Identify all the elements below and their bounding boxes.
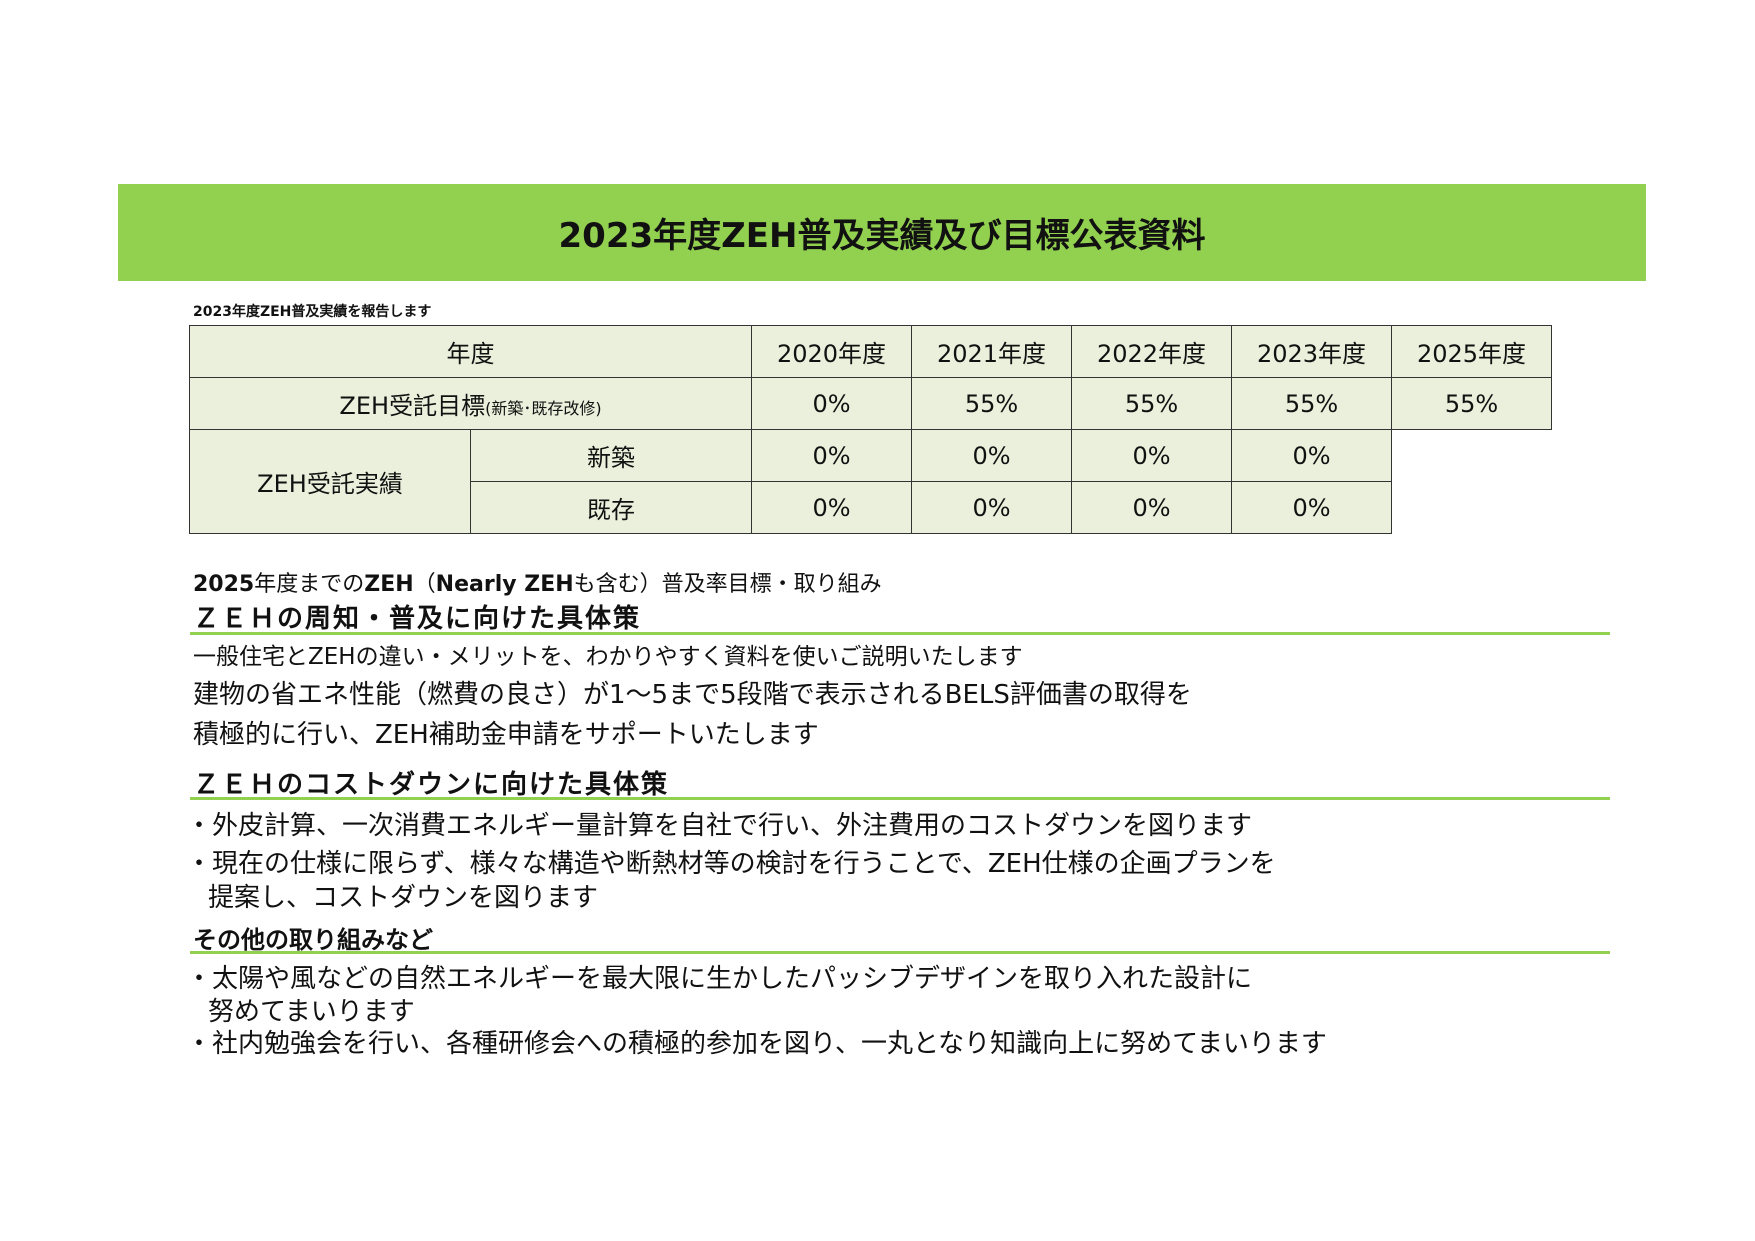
results-value-cell: 0%: [911, 481, 1072, 534]
empty-cell: [1392, 482, 1552, 534]
year-header-cell: 年度: [189, 325, 752, 378]
goals-heading-nearly-zeh: Nearly ZEH: [435, 572, 574, 597]
results-sub-label-existing: 既存: [470, 481, 752, 534]
results-value-cell: 0%: [1231, 481, 1392, 534]
other-section-rule: [190, 951, 1610, 954]
awareness-line: 積極的に行い、ZEH補助金申請をサポートいたします: [193, 720, 819, 750]
zeh-results-table: 年度 2020年度 2021年度 2022年度 2023年度 2025年度 ZE…: [189, 325, 1552, 534]
title-banner: 2023年度ZEH普及実績及び目標公表資料: [118, 184, 1646, 281]
goals-heading-text: 年度までの: [254, 572, 365, 597]
year-cell: 2022年度: [1071, 325, 1232, 378]
goals-heading-zeh: ZEH: [364, 572, 414, 597]
results-value-cell: 0%: [1071, 429, 1232, 482]
results-row-existing: 既存 0% 0% 0% 0%: [190, 481, 1552, 534]
results-label-cell: ZEH受託実績: [189, 429, 471, 534]
awareness-section-title: ＺＥＨの周知・普及に向けた具体策: [193, 604, 642, 634]
target-value-cell: 55%: [911, 377, 1072, 430]
results-value-cell: 0%: [911, 429, 1072, 482]
cost-line: 提案し、コストダウンを図ります: [208, 883, 599, 913]
year-cell: 2025年度: [1391, 325, 1552, 378]
results-sub-label-new: 新築: [470, 429, 752, 482]
cost-line: ・現在の仕様に限らず、様々な構造や断熱材等の検討を行うことで、ZEH仕様の企画プ…: [186, 849, 1276, 879]
other-line: 努めてまいります: [208, 997, 415, 1027]
awareness-section-rule: [190, 632, 1610, 635]
target-value-cell: 55%: [1231, 377, 1392, 430]
year-cell: 2023年度: [1231, 325, 1392, 378]
goals-heading-paren: （: [413, 572, 436, 597]
cost-section-rule: [190, 797, 1610, 800]
target-value-cell: 55%: [1071, 377, 1232, 430]
goals-heading-year: 2025: [193, 572, 255, 597]
target-note: (新築･既存改修): [485, 399, 602, 418]
empty-cell: [1392, 430, 1552, 482]
target-label-cell: ZEH受託目標(新築･既存改修): [189, 377, 752, 430]
table-caption: 2023年度ZEH普及実績を報告します: [193, 304, 432, 320]
results-value-cell: 0%: [751, 429, 912, 482]
results-value-cell: 0%: [1231, 429, 1392, 482]
table-header-row: 年度 2020年度 2021年度 2022年度 2023年度 2025年度: [189, 325, 1552, 378]
results-row-new: ZEH受託実績 新築 0% 0% 0% 0%: [189, 429, 1552, 534]
cost-line: ・外皮計算、一次消費エネルギー量計算を自社で行い、外注費用のコストダウンを図りま…: [186, 811, 1253, 841]
target-value-cell: 55%: [1391, 377, 1552, 430]
year-cell: 2021年度: [911, 325, 1072, 378]
results-value-cell: 0%: [751, 481, 912, 534]
other-line: ・太陽や風などの自然エネルギーを最大限に生かしたパッシブデザインを取り入れた設計…: [186, 964, 1253, 994]
other-section-title: その他の取り組みなど: [193, 926, 433, 954]
cost-section-title: ＺＥＨのコストダウンに向けた具体策: [193, 770, 670, 800]
awareness-line: 建物の省エネ性能（燃費の良さ）が1～5まで5段階で表示されるBELS評価書の取得…: [193, 680, 1192, 710]
target-label: ZEH受託目標: [339, 392, 486, 420]
goals-heading: 2025年度までのZEH（Nearly ZEHも含む）普及率目標・取り組み: [193, 566, 882, 598]
other-line: ・社内勉強会を行い、各種研修会への積極的参加を図り、一丸となり知識向上に努めてま…: [186, 1029, 1327, 1059]
results-value-cell: 0%: [1071, 481, 1232, 534]
target-value-cell: 0%: [751, 377, 912, 430]
target-row: ZEH受託目標(新築･既存改修) 0% 55% 55% 55% 55%: [189, 377, 1552, 430]
year-cell: 2020年度: [751, 325, 912, 378]
page-title: 2023年度ZEH普及実績及び目標公表資料: [558, 216, 1206, 256]
goals-heading-tail: も含む）普及率目標・取り組み: [573, 572, 882, 597]
awareness-line: 一般住宅とZEHの違い・メリットを、わかりやすく資料を使いご説明いたします: [193, 644, 1023, 670]
